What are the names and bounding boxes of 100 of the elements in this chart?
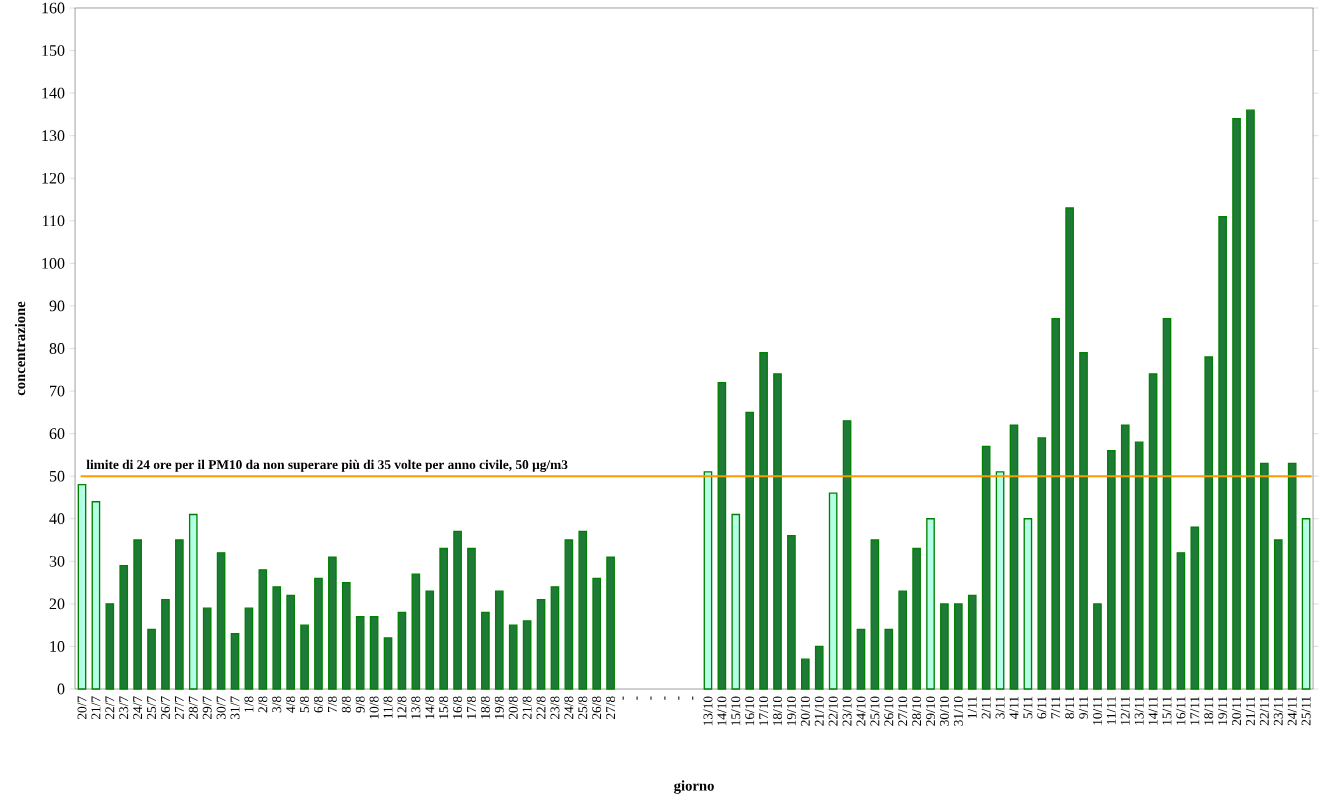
x-tick-label: 21/11	[1245, 696, 1255, 726]
y-tick-label: 10	[50, 641, 65, 652]
x-tick-label: 1/11	[967, 696, 977, 718]
bar	[1246, 109, 1255, 690]
y-tick-label: 40	[49, 513, 65, 525]
bar	[856, 628, 866, 690]
x-tick-label: 27/10	[898, 696, 908, 726]
bar	[522, 620, 532, 690]
y-tick-label: 20	[49, 598, 65, 610]
y-tick-label: 120	[42, 172, 65, 184]
x-tick-label: 21/10	[814, 696, 824, 726]
bar	[1051, 318, 1061, 690]
bar	[1176, 552, 1186, 690]
x-tick-label: 22/8	[536, 696, 546, 720]
bar	[355, 615, 365, 690]
y-tick-label: 130	[42, 130, 65, 142]
bar	[258, 569, 268, 690]
x-tick-label: 31/7	[230, 696, 240, 719]
x-tick-label: 6/8	[313, 696, 323, 713]
bar	[202, 607, 212, 690]
bar	[814, 645, 824, 690]
x-tick-label: 5/11	[1023, 696, 1033, 719]
x-tick-label: 26/7	[160, 696, 170, 720]
x-tick-label: 1/8	[244, 696, 254, 712]
x-tick-label: 17/10	[759, 696, 769, 726]
x-tick-label: -	[678, 696, 680, 700]
bar	[1079, 352, 1088, 690]
x-tick-label: 10/8	[369, 696, 379, 719]
bar	[828, 492, 838, 690]
x-tick-label: 18/10	[773, 696, 782, 726]
bar	[188, 513, 198, 690]
x-tick-label: 30/7	[216, 696, 226, 719]
x-tick-label: -	[692, 696, 694, 700]
bar	[898, 590, 908, 690]
x-tick-label: -	[650, 696, 652, 700]
bar	[1134, 441, 1144, 690]
bar	[1273, 539, 1283, 690]
bar	[1107, 449, 1116, 690]
bar	[1023, 518, 1033, 690]
bar	[105, 603, 115, 690]
x-tick-label: 3/11	[995, 696, 1005, 719]
x-tick-label: 21/8	[522, 696, 532, 720]
x-tick-label: 27/7	[174, 696, 184, 720]
x-tick-label: 2/8	[258, 696, 268, 713]
y-tick-label: 50	[49, 470, 65, 482]
bar	[1287, 462, 1297, 690]
bar	[564, 539, 574, 690]
x-tick-label: 22/7	[105, 696, 115, 720]
x-tick-label: 29/7	[202, 696, 212, 720]
bar	[286, 594, 295, 690]
x-tick-label: 7/11	[1051, 696, 1061, 719]
bar	[703, 471, 713, 690]
x-tick-label: 13/11	[1134, 696, 1144, 725]
bar	[592, 577, 602, 690]
bar	[967, 594, 977, 690]
bar	[244, 607, 254, 690]
x-tick-label: 20/7	[77, 696, 87, 720]
x-tick-label: 26/10	[884, 696, 894, 726]
x-tick-label: 30/10	[939, 696, 949, 726]
bar	[467, 547, 476, 690]
bar	[1190, 526, 1200, 690]
x-tick-label: 9/8	[355, 696, 365, 713]
y-tick-label: 150	[42, 45, 65, 56]
bar	[536, 598, 546, 690]
x-tick-label: -	[622, 696, 624, 700]
bar	[328, 556, 337, 690]
x-tick-label: 11/11	[1106, 696, 1116, 725]
x-tick-label: 23/8	[550, 696, 560, 720]
x-tick-label: 18/8	[480, 696, 490, 719]
bar	[481, 611, 490, 690]
bar	[1120, 424, 1130, 690]
x-tick-label: 24/10	[856, 696, 866, 726]
x-tick-label: 28/7	[188, 696, 198, 720]
bar	[1065, 207, 1074, 690]
bar	[1260, 462, 1269, 690]
x-tick-label: 11/8	[383, 696, 393, 718]
x-tick-label: 26/8	[592, 696, 602, 720]
x-tick-label: 25/8	[578, 696, 588, 720]
bar	[147, 628, 156, 690]
bar	[411, 573, 421, 690]
bar	[1232, 117, 1241, 690]
x-tick-label: 23/10	[842, 696, 852, 726]
x-tick-label: 15/10	[731, 696, 741, 726]
x-tick-label: 24/7	[133, 696, 143, 720]
bar	[578, 530, 588, 690]
bar	[787, 535, 796, 690]
y-axis-title: concentrazione	[14, 301, 26, 396]
y-tick-label: 30	[49, 555, 65, 567]
bar	[369, 615, 379, 690]
bar	[606, 556, 615, 690]
x-tick-label: 12/11	[1120, 696, 1130, 725]
bar	[995, 471, 1005, 690]
x-tick-label: 14/10	[717, 696, 727, 726]
x-tick-label: 7/8	[327, 696, 337, 713]
x-tick-label: 22/11	[1259, 696, 1269, 726]
bar	[731, 513, 741, 690]
x-tick-label: 16/11	[1176, 696, 1186, 725]
y-tick-label: 70	[50, 385, 65, 397]
x-tick-label: 9/11	[1079, 696, 1088, 719]
bar	[425, 590, 435, 690]
